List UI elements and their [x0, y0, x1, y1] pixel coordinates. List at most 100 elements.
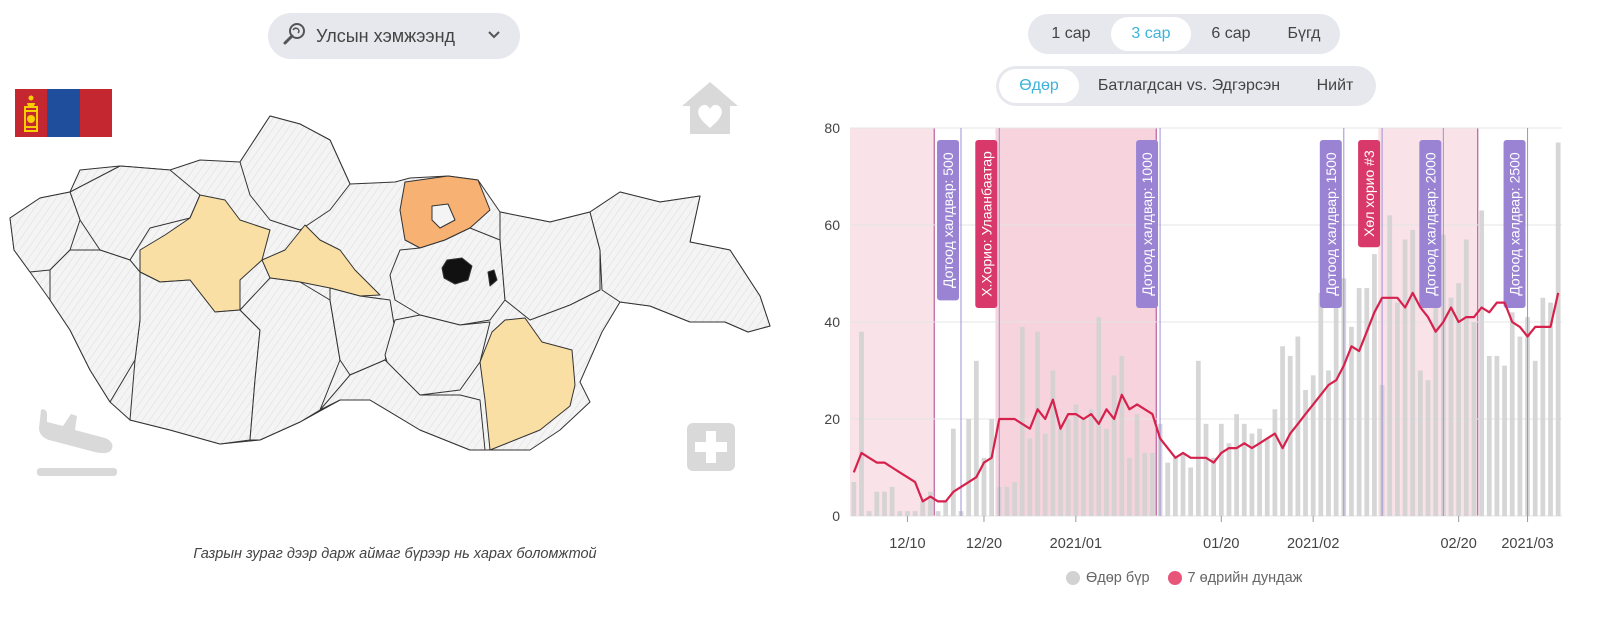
- scope-select[interactable]: Улсын хэмжээнд: [268, 13, 520, 59]
- daily-bar-42: [1173, 457, 1178, 516]
- daily-bar-7: [905, 511, 910, 516]
- annotation-label-6: Дотоод халдвар: 2500: [1507, 152, 1523, 296]
- daily-bar-36: [1127, 457, 1132, 516]
- legend-item-avg7[interactable]: 7 өдрийн дундаж: [1167, 570, 1303, 586]
- daily-bar-73: [1410, 229, 1416, 516]
- daily-bar-51: [1241, 423, 1247, 516]
- daily-bar-92: [1555, 142, 1561, 517]
- chart-legend: Өдөр бүр 7 өдрийн дундаж: [1066, 570, 1320, 586]
- province-khovd[interactable]: [49, 249, 141, 403]
- map-caption: Газрын зураг дээр дарж аймаг бүрээр нь х…: [193, 546, 597, 562]
- daily-bar-58: [1295, 336, 1301, 516]
- province-ulaanbaatar[interactable]: [441, 257, 473, 285]
- daily-bar-66: [1356, 288, 1362, 516]
- legend-item-daily[interactable]: Өдөр бүр: [1066, 570, 1150, 586]
- province-sukhbaatar[interactable]: [479, 317, 576, 451]
- daily-bar-72: [1402, 239, 1408, 517]
- daily-bar-56: [1280, 346, 1285, 516]
- y-tick-label-60: 60: [824, 217, 840, 233]
- daily-bar-35: [1119, 355, 1125, 516]
- y-tick-label-40: 40: [824, 314, 840, 330]
- daily-bar-45: [1195, 360, 1201, 516]
- chart-panel: 1 сар 3 сар 6 сар Бүгд Өдөр Батлагдсан v…: [790, 0, 1600, 627]
- daily-bar-78: [1448, 297, 1454, 516]
- legend-dot-daily: [1066, 571, 1080, 585]
- daily-bar-61: [1318, 292, 1324, 516]
- daily-bar-57: [1287, 355, 1293, 516]
- tab-all[interactable]: Бүгд: [1287, 25, 1321, 42]
- daily-bar-39: [1150, 452, 1155, 516]
- annotation-box-2: [1136, 140, 1159, 308]
- tab-confirmed-vs-recovered[interactable]: Батлагдсан vs. Эдгэрсэн: [1097, 77, 1281, 94]
- x-tick-label-0: 12/10: [889, 536, 925, 552]
- medical-cross-icon[interactable]: [687, 423, 735, 471]
- annotation-box-1: [975, 140, 998, 308]
- daily-bar-4: [882, 491, 887, 516]
- daily-bar-1: [859, 331, 864, 516]
- tab-total[interactable]: Нийт: [1316, 77, 1354, 94]
- daily-bar-60: [1310, 375, 1316, 516]
- annotation-box-3: [1319, 140, 1342, 308]
- chevron-down-icon: [486, 27, 502, 48]
- daily-bar-16: [973, 360, 979, 516]
- daily-bar-81: [1471, 322, 1477, 516]
- daily-bar-84: [1494, 355, 1500, 516]
- daily-bar-8: [912, 511, 918, 516]
- scope-select-label: Улсын хэмжээнд: [316, 25, 456, 46]
- daily-bar-70: [1387, 215, 1393, 517]
- daily-bar-17: [981, 457, 987, 516]
- province-umnugovi[interactable]: [319, 359, 486, 451]
- home-heart-icon[interactable]: [680, 80, 740, 136]
- daily-bar-54: [1264, 438, 1270, 516]
- daily-bar-31: [1088, 409, 1094, 516]
- daily-bar-10: [928, 491, 933, 516]
- province-khuvsgul[interactable]: [239, 115, 351, 231]
- province-dornod[interactable]: [589, 191, 771, 333]
- avg7-line: [852, 291, 1560, 503]
- daily-bar-6: [897, 511, 903, 516]
- daily-bar-44: [1188, 467, 1194, 516]
- annotation-label-0: Дотоод халдвар: 500: [940, 152, 956, 288]
- daily-bar-82: [1479, 210, 1484, 516]
- annotation-box-6: [1503, 140, 1526, 308]
- daily-bar-49: [1226, 443, 1232, 516]
- daily-bar-74: [1417, 370, 1423, 516]
- flag-band-right: [79, 89, 112, 137]
- plane-landing-icon[interactable]: [35, 408, 117, 478]
- daily-bar-3: [874, 491, 880, 516]
- daily-bar-63: [1333, 273, 1339, 516]
- daily-bar-37: [1134, 414, 1140, 516]
- daily-bar-26: [1050, 370, 1056, 516]
- daily-bar-75: [1425, 380, 1431, 516]
- daily-bar-86: [1509, 312, 1515, 516]
- tab-6-month[interactable]: 6 сар: [1211, 25, 1251, 42]
- daily-bar-67: [1364, 288, 1370, 516]
- daily-bar-46: [1203, 423, 1209, 516]
- daily-bar-55: [1272, 409, 1278, 516]
- tab-1-month[interactable]: 1 сар: [1051, 25, 1091, 42]
- daily-bar-41: [1165, 462, 1171, 516]
- province-khentii[interactable]: [499, 211, 601, 321]
- province-bayankhongor[interactable]: [239, 277, 341, 441]
- mongolia-flag: [15, 89, 112, 137]
- legend-dot-avg7: [1167, 571, 1182, 585]
- annotation-label-1: Х.Хорио: Улаанбаатар: [978, 151, 994, 297]
- legend-label-avg7: 7 өдрийн дундаж: [1187, 570, 1303, 586]
- daily-bar-79: [1456, 283, 1462, 516]
- daily-bar-65: [1349, 326, 1354, 516]
- daily-bar-53: [1257, 428, 1262, 516]
- tab-3-month[interactable]: 3 сар: [1111, 17, 1191, 51]
- daily-bar-25: [1042, 433, 1048, 516]
- daily-bar-32: [1096, 317, 1102, 516]
- tab-daily[interactable]: Өдөр: [999, 69, 1079, 103]
- soyombo-icon: [24, 95, 38, 132]
- daily-bar-5: [889, 486, 895, 516]
- province-uvs[interactable]: [69, 165, 201, 261]
- daily-bar-11: [935, 511, 941, 516]
- x-tick-label-1: 12/20: [966, 536, 1002, 552]
- x-tick-label-5: 02/20: [1440, 536, 1476, 552]
- x-tick-label-4: 2021/02: [1287, 536, 1339, 552]
- daily-bar-2: [866, 511, 872, 516]
- annotation-label-3: Дотоод халдвар: 1500: [1323, 152, 1339, 296]
